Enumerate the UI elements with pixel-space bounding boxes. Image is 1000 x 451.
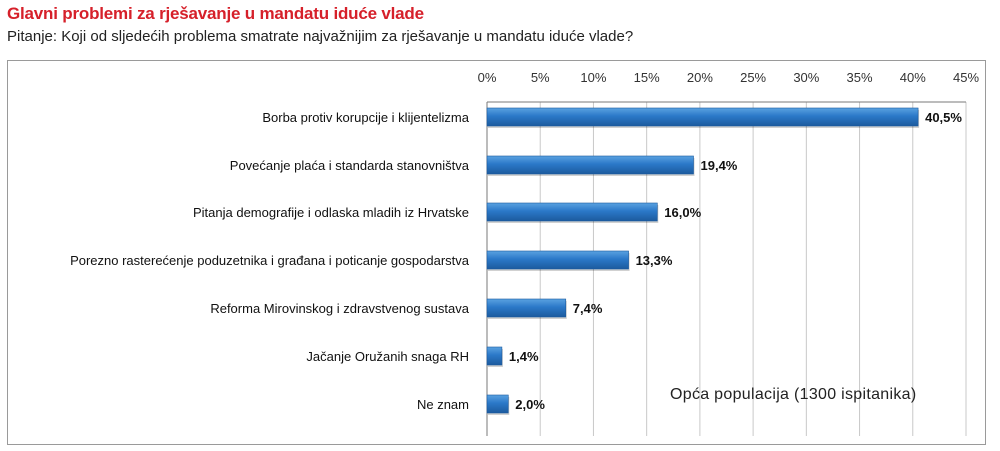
x-tick-label: 0% bbox=[478, 70, 497, 85]
bar bbox=[486, 394, 509, 414]
data-label: 40,5% bbox=[925, 110, 962, 125]
data-label: 16,0% bbox=[664, 205, 701, 220]
x-axis: 0% 5% 10% 15% 20% 25% 30% 35% 40% 45% bbox=[478, 70, 979, 103]
x-tick-label: 45% bbox=[953, 70, 979, 85]
category-label: Porezno rasterećenje poduzetnika i građa… bbox=[70, 253, 470, 268]
category-label: Reforma Mirovinskog i zdravstvenog susta… bbox=[210, 301, 469, 316]
category-label: Ne znam bbox=[417, 397, 469, 412]
bars bbox=[486, 107, 920, 415]
category-label: Povećanje plaća i standarda stanovništva bbox=[230, 158, 470, 173]
data-label: 13,3% bbox=[636, 253, 673, 268]
category-label: Jačanje Oružanih snaga RH bbox=[306, 349, 469, 364]
bar bbox=[486, 250, 629, 270]
data-label: 2,0% bbox=[515, 397, 545, 412]
bar bbox=[486, 107, 919, 127]
category-label: Borba protiv korupcije i klijentelizma bbox=[262, 110, 469, 125]
bar bbox=[486, 202, 658, 222]
data-label: 1,4% bbox=[509, 349, 539, 364]
chart-title: Glavni problemi za rješavanje u mandatu … bbox=[7, 4, 424, 23]
sample-note: Opća populacija (1300 ispitanika) bbox=[670, 386, 917, 403]
x-tick-label: 5% bbox=[531, 70, 550, 85]
x-tick-label: 30% bbox=[793, 70, 819, 85]
x-tick-label: 25% bbox=[740, 70, 766, 85]
category-label: Pitanja demografije i odlaska mladih iz … bbox=[193, 205, 469, 220]
data-labels: 40,5% 19,4% 16,0% 13,3% 7,4% 1,4% 2,0% bbox=[509, 110, 962, 412]
x-tick-label: 40% bbox=[900, 70, 926, 85]
x-tick-label: 20% bbox=[687, 70, 713, 85]
x-tick-label: 10% bbox=[580, 70, 606, 85]
category-labels: Borba protiv korupcije i klijentelizma Po… bbox=[70, 110, 470, 412]
data-label: 7,4% bbox=[573, 301, 603, 316]
chart-subtitle: Pitanje: Koji od sljedećih problema smat… bbox=[7, 28, 634, 45]
bar bbox=[486, 346, 503, 366]
data-label: 19,4% bbox=[701, 158, 738, 173]
x-tick-label: 15% bbox=[634, 70, 660, 85]
x-tick-label: 35% bbox=[847, 70, 873, 85]
bar bbox=[486, 155, 694, 175]
bar bbox=[486, 298, 567, 318]
